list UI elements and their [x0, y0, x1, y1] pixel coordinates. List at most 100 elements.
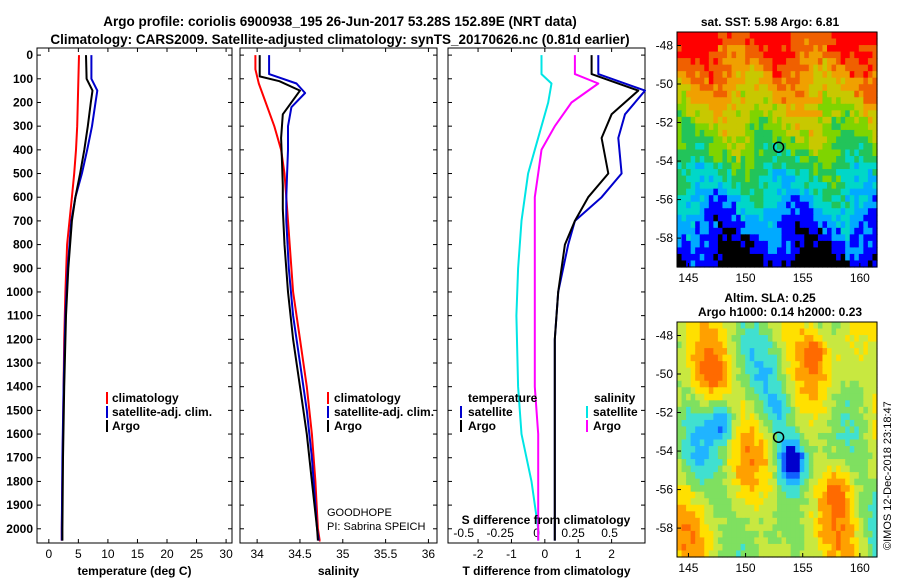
map-cell	[731, 550, 737, 558]
map-cell	[758, 201, 764, 209]
map-cell	[781, 550, 787, 558]
map-cell	[863, 123, 869, 131]
x-tick-label: 36	[422, 547, 436, 561]
map-cell	[681, 175, 687, 183]
map-cell	[831, 413, 837, 421]
map-cell	[790, 550, 796, 558]
map-cell	[695, 142, 701, 151]
map-cell	[795, 341, 801, 349]
map-cell	[790, 45, 796, 53]
map-cell	[808, 169, 814, 177]
map-cell	[690, 234, 696, 242]
map-cell	[686, 116, 692, 124]
map-cell	[845, 260, 851, 268]
map-cell	[713, 51, 719, 59]
map-cell	[840, 58, 846, 66]
map-cell	[681, 517, 687, 525]
map-cell	[686, 188, 692, 196]
map-cell	[699, 201, 705, 209]
map-cell	[836, 491, 842, 499]
top-tick-label: -0.5	[453, 526, 474, 540]
map-cell	[681, 432, 687, 441]
map-cell	[704, 175, 710, 183]
map-cell	[804, 426, 810, 434]
map-cell	[840, 452, 846, 460]
map-cell	[722, 260, 728, 268]
map-cell	[786, 175, 792, 183]
map-cell	[858, 511, 864, 519]
map-cell	[722, 524, 728, 532]
map-cell	[686, 478, 692, 486]
map-cell	[813, 84, 819, 92]
map-cell	[763, 426, 769, 434]
map-cell	[827, 175, 833, 183]
map-cell	[827, 71, 833, 79]
map-cell	[799, 485, 805, 493]
map-cell	[740, 71, 746, 79]
map-cell	[677, 162, 683, 170]
map-cell	[872, 45, 878, 53]
map-cell	[736, 472, 742, 480]
map-cell	[840, 227, 846, 235]
map-cell	[795, 45, 801, 53]
map-cell	[831, 234, 837, 242]
map-cell	[854, 367, 860, 375]
map-cell	[854, 182, 860, 190]
map-cell	[677, 71, 683, 79]
map-cell	[740, 354, 746, 362]
map-cell	[754, 400, 760, 408]
map-cell	[822, 90, 828, 98]
map-cell	[736, 208, 742, 216]
map-cell	[763, 136, 769, 144]
map-cell	[858, 188, 864, 196]
map-cell	[695, 498, 701, 506]
map-cell	[722, 491, 728, 499]
map-cell	[849, 51, 855, 59]
map-cell	[863, 387, 869, 395]
map-cell	[736, 149, 742, 157]
map-cell	[731, 123, 737, 131]
map-cell	[872, 182, 878, 190]
map-cell	[708, 38, 714, 46]
map-cell	[727, 175, 733, 183]
map-cell	[795, 380, 801, 388]
map-cell	[863, 175, 869, 183]
depth-tick-label: 1300	[6, 356, 33, 370]
map-cell	[872, 64, 878, 72]
map-cell	[849, 162, 855, 170]
map-cell	[708, 537, 714, 545]
map-cell	[777, 129, 783, 138]
map-cell	[854, 341, 860, 349]
map-cell	[845, 234, 851, 242]
map-cell	[781, 116, 787, 124]
map-cell	[690, 465, 696, 473]
map-cell	[836, 472, 842, 480]
map-cell	[786, 84, 792, 92]
map-cell	[804, 335, 810, 343]
map-cell	[822, 240, 828, 249]
map-cell	[845, 354, 851, 362]
map-cell	[767, 478, 774, 486]
map-cell	[722, 419, 728, 428]
map-cell	[749, 221, 755, 229]
map-cell	[740, 413, 746, 421]
lat-tick-label: -48	[656, 38, 674, 52]
map-cell	[772, 195, 778, 203]
map-cell	[740, 406, 746, 414]
map-cell	[872, 400, 878, 408]
map-cell	[758, 182, 764, 190]
map-cell	[827, 260, 833, 268]
map-cell	[708, 413, 714, 421]
map-cell	[686, 32, 692, 40]
map-cell	[790, 354, 796, 362]
map-cell	[749, 485, 755, 493]
map-cell	[681, 110, 687, 118]
map-cell	[863, 511, 869, 519]
map-cell	[799, 517, 805, 525]
map-cell	[736, 116, 742, 124]
map-cell	[695, 162, 701, 170]
map-cell	[722, 84, 728, 92]
map-cell	[808, 71, 814, 79]
map-cell	[790, 328, 796, 336]
map-cell	[772, 341, 778, 349]
